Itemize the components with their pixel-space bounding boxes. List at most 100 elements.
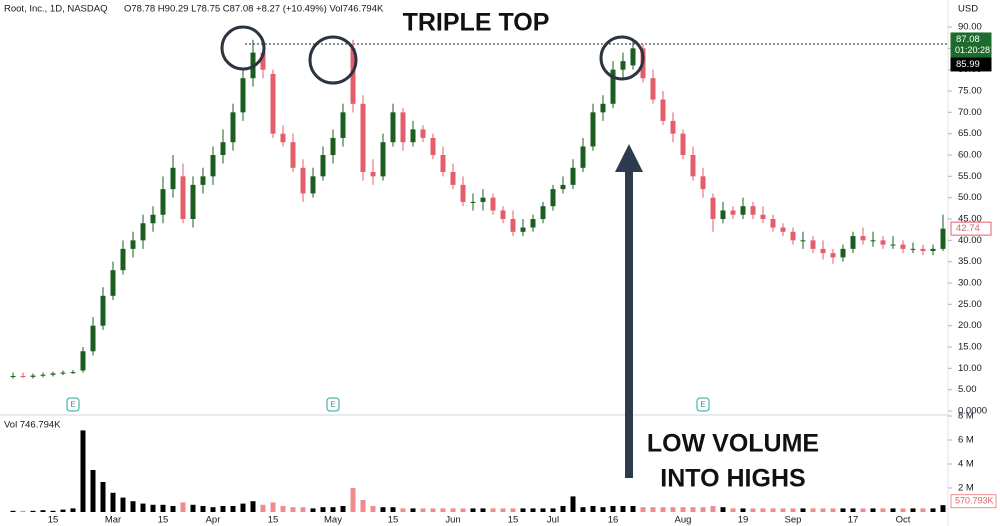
candle-body: [660, 99, 666, 121]
candle-body: [380, 142, 386, 177]
volume-bar: [120, 497, 126, 512]
candle-body: [50, 373, 56, 375]
candle-body: [280, 133, 286, 143]
candle-body: [630, 48, 636, 66]
candle-body: [610, 69, 616, 104]
volume-bar: [350, 488, 356, 512]
countdown: 01:20:28: [955, 45, 990, 55]
candle-body: [230, 112, 236, 143]
candle-body: [900, 244, 906, 249]
volume-bar: [660, 507, 666, 512]
volume-bar: [270, 502, 276, 512]
candle-body: [780, 227, 786, 232]
volume-bar: [40, 510, 46, 512]
currency: USD: [958, 4, 978, 15]
candle-body: [700, 176, 706, 190]
volume-bar: [50, 510, 56, 512]
candle-body: [500, 210, 506, 220]
candle-body: [480, 197, 486, 202]
y-tick-label: 0.0000: [958, 406, 987, 417]
y-tick-label: 45.00: [958, 214, 982, 225]
volume-bar: [380, 507, 386, 512]
peak-circle: [308, 35, 358, 85]
x-tick-label: Aug: [675, 515, 692, 526]
candle-body: [90, 325, 96, 352]
volume-bar: [570, 496, 576, 512]
candle-body: [350, 48, 356, 104]
volume-bar: [480, 508, 486, 512]
volume-bar: [740, 508, 746, 512]
volume-bar: [580, 507, 586, 512]
volume-bar: [100, 482, 106, 512]
x-tick-label: Jul: [547, 515, 559, 526]
candle-body: [270, 73, 276, 134]
candle-body: [520, 227, 526, 232]
candle-body: [170, 167, 176, 190]
candle-body: [240, 78, 246, 113]
candle-body: [830, 253, 836, 258]
candle-body: [560, 184, 566, 190]
x-tick-label: 17: [848, 515, 859, 526]
volume-bar: [710, 506, 716, 512]
marks: 0.0000 5.00 10.00 15.00 20.00 25.00 30.00 35.00…: [10, 22, 997, 526]
volume-bar: [610, 506, 616, 512]
candle-body: [100, 295, 106, 326]
annotation: TRIPLE TOP: [403, 9, 550, 37]
volume-bar: [920, 508, 926, 512]
volume-bar: [450, 508, 456, 512]
candle-body: [140, 223, 146, 241]
volume-bar: [240, 503, 246, 512]
candle-body: [410, 129, 416, 143]
annotation: LOW VOLUME: [647, 430, 819, 458]
candle-body: [150, 214, 156, 224]
candle-body: [290, 142, 296, 168]
candle-body: [70, 372, 76, 374]
candle-body: [800, 240, 806, 242]
volume-bar: [250, 501, 256, 512]
volume-bar: [640, 507, 646, 512]
candle-body: [890, 244, 896, 246]
volume-tick-label: 8 M: [958, 411, 974, 422]
volume-tick-label: 6 M: [958, 435, 974, 446]
candle-body: [870, 240, 876, 242]
y-tick-label: 35.00: [958, 256, 982, 267]
volume-bar: [800, 508, 806, 512]
volume-bar: [650, 507, 656, 512]
candle-body: [790, 231, 796, 241]
volume-bar: [730, 508, 736, 512]
x-tick-label: Mar: [105, 515, 121, 526]
y-tick-label: 40.00: [958, 235, 982, 246]
candle-body: [310, 176, 316, 194]
ohlc-legend: O78.78 H90.29 L78.75 C87.08 +8.27 (+10.4…: [124, 4, 384, 15]
candle-body: [460, 184, 466, 202]
price-label-box: [950, 57, 992, 72]
candle-body: [710, 197, 716, 220]
price-label: 87.08: [956, 34, 980, 45]
candle-body: [730, 210, 736, 215]
volume-bar: [110, 492, 116, 512]
candle-body: [530, 219, 536, 228]
volume-bar: [600, 507, 606, 512]
peak-circle: [599, 35, 645, 81]
volume-bar: [420, 508, 426, 512]
y-tick-label: 90.00: [958, 22, 982, 33]
volume-bar: [340, 506, 346, 512]
candle-body: [690, 155, 696, 177]
volume-bar: [440, 508, 446, 512]
earnings-label: E: [700, 400, 705, 409]
volume-bar: [140, 503, 146, 512]
volume-bar: [810, 508, 816, 512]
volume-bar: [690, 507, 696, 512]
volume-bar: [550, 508, 556, 512]
y-tick-label: 10.00: [958, 363, 982, 374]
volume-bar: [880, 508, 886, 512]
x-tick-label: 15: [388, 515, 399, 526]
candle-body: [680, 133, 686, 156]
volume-bar: [170, 506, 176, 512]
candle-body: [770, 219, 776, 228]
candle-body: [30, 375, 36, 377]
candle-body: [20, 376, 26, 378]
volume-bar: [700, 507, 706, 512]
candle-body: [650, 78, 656, 100]
